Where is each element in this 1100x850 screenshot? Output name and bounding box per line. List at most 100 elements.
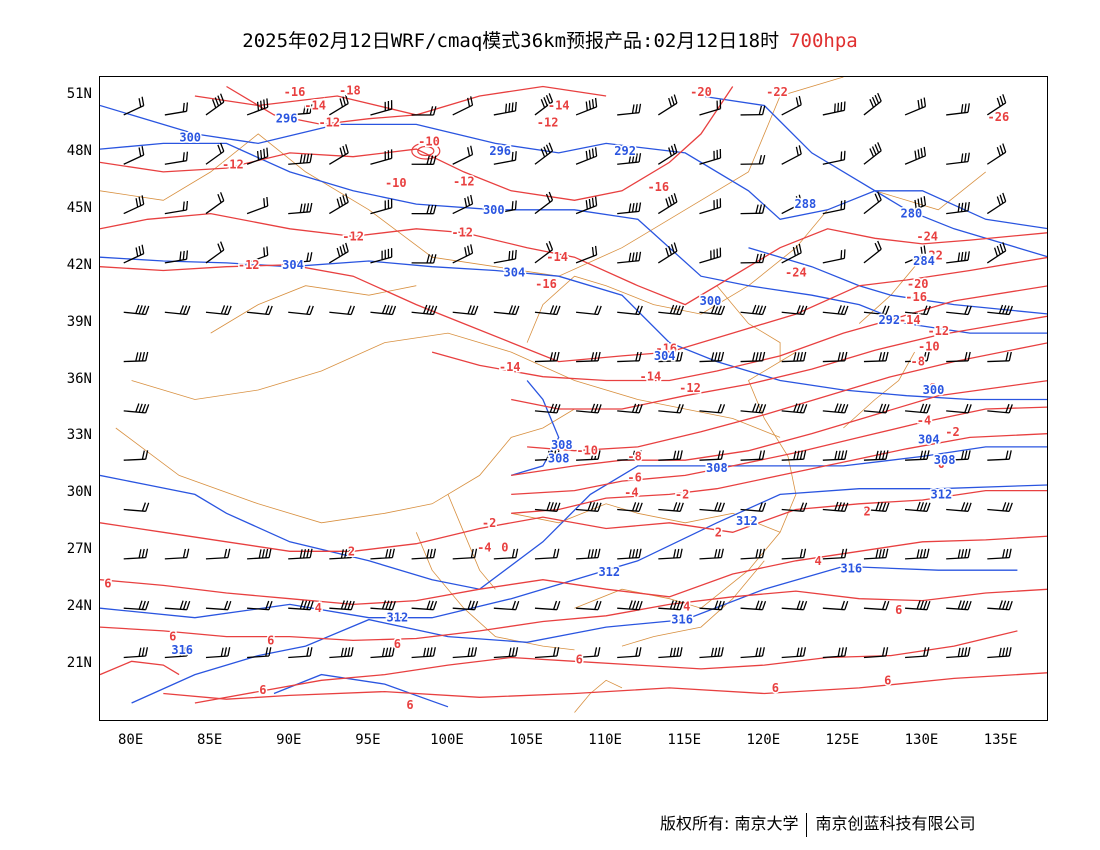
height-label: 304 xyxy=(918,432,940,446)
height-label: 304 xyxy=(654,349,676,363)
temperature-label: -8 xyxy=(627,449,641,463)
wind-barb xyxy=(740,502,767,512)
wind-barb xyxy=(288,153,313,165)
temperature-label: -4 xyxy=(917,413,931,427)
wind-barb xyxy=(987,403,1013,414)
wind-barb xyxy=(781,351,807,363)
wind-barb xyxy=(946,600,972,611)
temperature-label: -10 xyxy=(918,339,940,353)
temperature-contour xyxy=(511,315,1047,410)
height-label: 280 xyxy=(901,207,923,221)
wind-barb xyxy=(946,403,972,414)
wind-barb xyxy=(493,101,517,116)
wind-barb xyxy=(657,193,678,215)
wind-barb xyxy=(534,403,561,414)
wind-barb xyxy=(905,351,930,363)
wind-barb xyxy=(617,305,643,316)
wind-barb xyxy=(534,305,561,316)
wind-barb xyxy=(822,101,846,116)
temperature-label: -24 xyxy=(785,265,807,279)
wind-barb xyxy=(946,201,970,215)
wind-barb xyxy=(452,194,474,215)
latitude-tick-label: 42N xyxy=(66,256,92,273)
wind-barb xyxy=(822,450,848,461)
wind-barb xyxy=(657,94,678,116)
wind-barb xyxy=(946,450,971,461)
wind-barb xyxy=(699,148,722,165)
wind-barb xyxy=(123,647,149,659)
temperature-label: 0 xyxy=(938,457,945,471)
wind-barb xyxy=(699,99,722,116)
wind-barb xyxy=(123,244,145,264)
wind-barb xyxy=(986,192,1007,215)
wind-barb xyxy=(822,403,849,414)
wind-barb xyxy=(617,450,642,461)
wind-barb xyxy=(905,450,930,461)
wind-barb xyxy=(987,351,1012,363)
wind-barb xyxy=(329,647,354,659)
temperature-label: 6 xyxy=(394,637,401,651)
wind-barb xyxy=(164,250,189,264)
wind-barb xyxy=(205,600,232,611)
wind-barb xyxy=(905,305,931,316)
temperature-contour xyxy=(511,380,1047,477)
wind-barb xyxy=(987,304,1014,316)
wind-barb xyxy=(534,600,561,611)
temperature-label: -14 xyxy=(304,99,326,113)
province-border xyxy=(115,408,575,524)
wind-barb xyxy=(699,502,726,512)
wind-barb xyxy=(658,647,683,659)
temperature-contour xyxy=(431,285,1047,382)
wind-barb xyxy=(986,94,1007,116)
height-label: 300 xyxy=(700,294,722,308)
wind-barb xyxy=(370,304,397,316)
wind-barb xyxy=(370,647,395,659)
wind-barb xyxy=(658,351,683,363)
wind-barb xyxy=(452,244,474,264)
wind-barb xyxy=(123,304,150,316)
height-label: 284 xyxy=(913,254,935,268)
wind-barb xyxy=(658,502,684,512)
wind-barb xyxy=(863,600,890,611)
temperature-label: -12 xyxy=(679,381,701,395)
wind-barb xyxy=(123,548,149,560)
temperature-label: 6 xyxy=(884,673,891,687)
temperature-label: -12 xyxy=(927,324,949,338)
wind-barb xyxy=(863,92,882,116)
wind-barb xyxy=(329,305,356,316)
temperature-contour xyxy=(163,672,1047,700)
wind-barb xyxy=(452,305,479,316)
wind-barb xyxy=(863,647,889,659)
wind-barb xyxy=(699,548,724,560)
wind-barb xyxy=(246,98,269,116)
wind-barb xyxy=(205,647,231,659)
wind-barb xyxy=(493,305,520,316)
wind-barb xyxy=(329,94,349,116)
height-contour xyxy=(100,104,1047,230)
wind-barb xyxy=(617,600,643,611)
height-label: 296 xyxy=(489,144,511,158)
latitude-tick-label: 51N xyxy=(66,85,92,102)
wind-barb xyxy=(946,103,970,116)
wind-barb xyxy=(576,647,601,659)
wind-barb xyxy=(123,96,145,116)
temperature-label: -2 xyxy=(482,516,496,530)
temperature-label: -20 xyxy=(907,277,929,291)
wind-barb xyxy=(986,143,1007,165)
copyright-left: 版权所有: 南京大学 xyxy=(660,814,799,833)
wind-barb xyxy=(247,600,273,611)
temperature-label: -8 xyxy=(910,355,924,369)
height-contour xyxy=(100,484,1047,619)
temperature-label: -16 xyxy=(655,341,677,355)
wind-barb xyxy=(452,96,474,116)
wind-barb xyxy=(946,251,970,264)
wind-barb xyxy=(123,600,150,611)
wind-barb xyxy=(370,600,396,611)
wind-barb xyxy=(576,351,601,363)
height-label: 316 xyxy=(671,613,693,627)
temperature-label: -4 xyxy=(624,486,638,500)
height-label: 308 xyxy=(551,438,573,452)
wind-barb xyxy=(411,600,438,611)
temperature-label: -24 xyxy=(916,229,938,243)
wind-barb xyxy=(329,144,349,165)
